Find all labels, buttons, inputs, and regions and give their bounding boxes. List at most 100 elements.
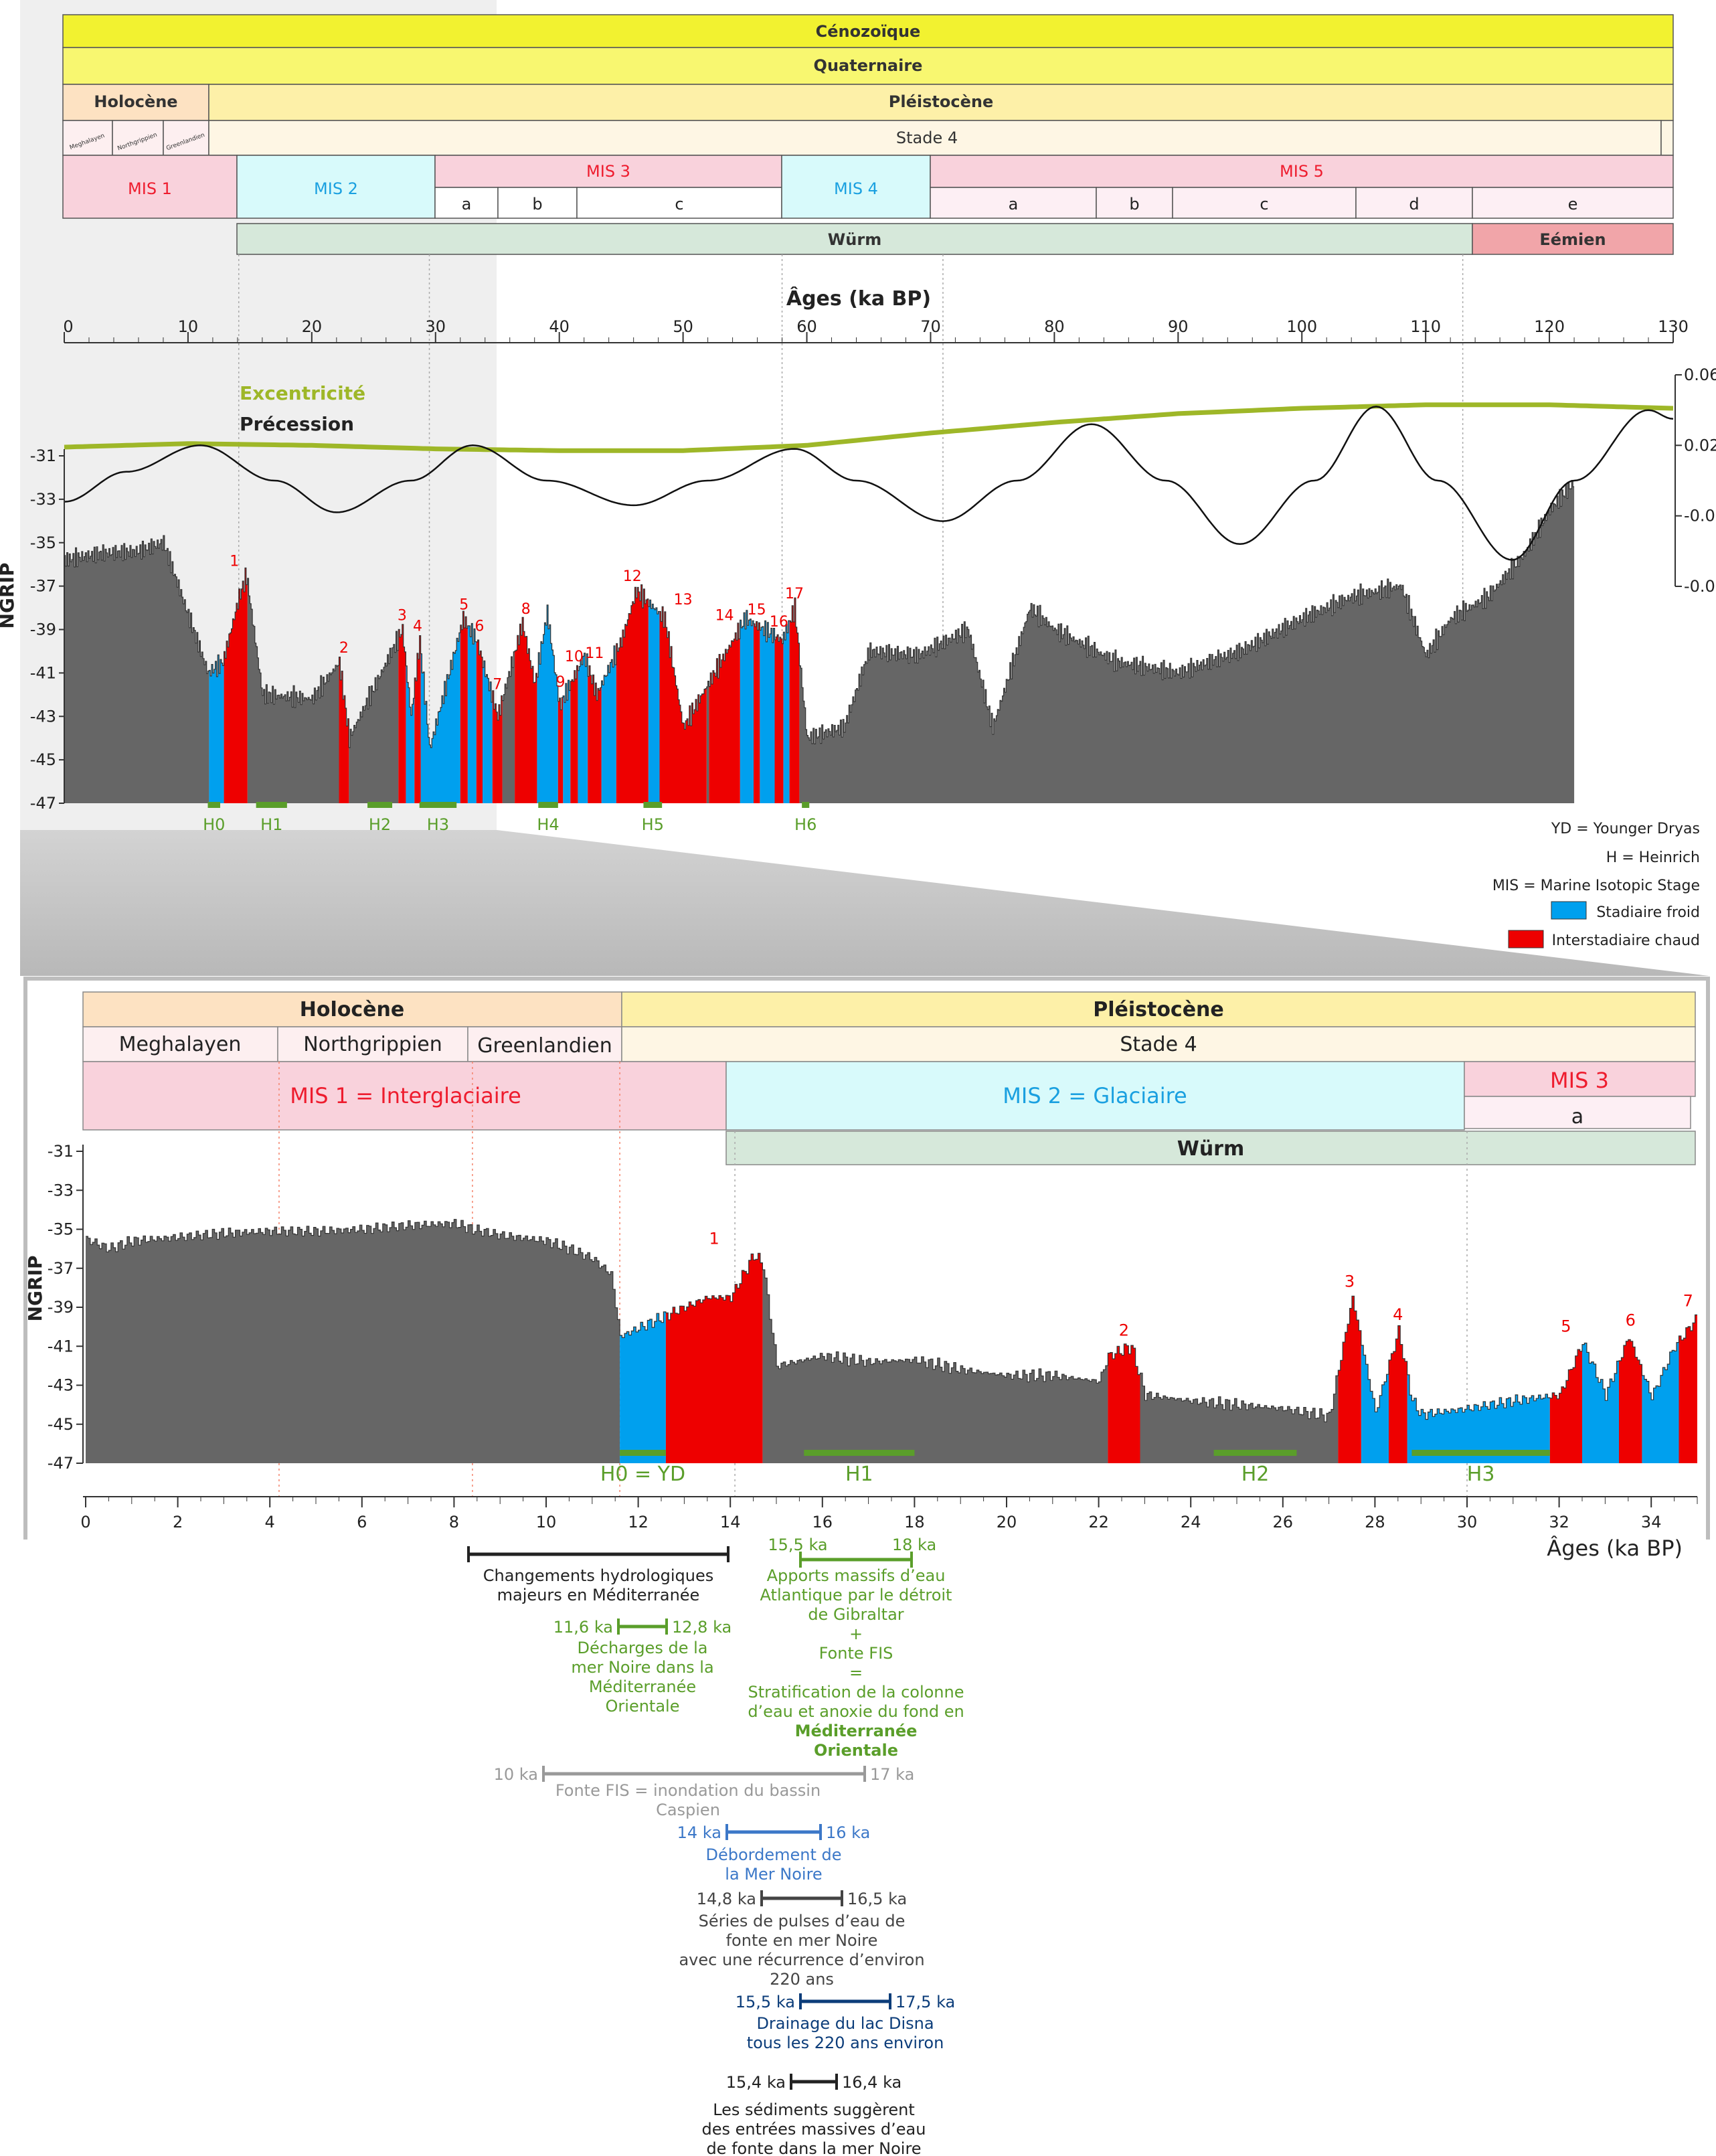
zoom-heinrich-bar [1213, 1450, 1297, 1456]
quaternary-band [62, 47, 1674, 85]
ngrip-axis-label-top: NGRIP [0, 563, 18, 629]
top-heinrich-label: H6 [794, 815, 817, 834]
top-heinrich-bar [538, 802, 558, 808]
top-interstadial-number: 2 [339, 640, 349, 657]
mis5e-cell [1472, 187, 1674, 219]
mis3-cell [434, 155, 782, 188]
zoom-interstadial-number: 5 [1561, 1317, 1571, 1335]
zoom-x-tick-label: 4 [265, 1513, 275, 1531]
excentricite-line [64, 402, 1674, 453]
zoom-greenlandien-cell [467, 1026, 622, 1062]
top-x-tick-label: 130 [1658, 317, 1689, 336]
zoom-ngrip-outline [86, 1219, 1697, 1422]
mis4-cell [781, 155, 931, 219]
zoom-greenlandien-label: Greenlandien [477, 1034, 612, 1058]
top-interstadial-number: 6 [475, 618, 484, 635]
top-interstadial-number: 3 [398, 608, 407, 625]
zoom-x-tick-label: 30 [1457, 1513, 1478, 1531]
annotation-range-end: 17 ka [870, 1765, 914, 1784]
holocene-band [62, 84, 209, 121]
top-interstadial-number: 4 [413, 618, 422, 635]
top-y-tick-label: -43 [30, 707, 56, 726]
zoom-x-tick-label: 2 [173, 1513, 183, 1531]
zoom-x-tick-label: 20 [997, 1513, 1017, 1531]
mis3-label: MIS 3 [586, 162, 630, 181]
top-y-tick-label: -31 [30, 446, 56, 465]
northgrippien-cell [112, 120, 164, 156]
zoom-wurm-label: Würm [1177, 1137, 1245, 1161]
legend-cold-swatch [1551, 901, 1587, 920]
legend-cold-label: Stadiaire froid [1596, 904, 1700, 921]
zoom-mis2-cell [725, 1061, 1465, 1131]
annotation-text-line: Décharges de la [578, 1639, 708, 1657]
annotation-bold-line: Orientale [814, 1741, 898, 1760]
zoom-mis3a-label: a [1571, 1105, 1583, 1129]
top-heinrich-bar [207, 802, 221, 808]
legend-warm-swatch [1508, 930, 1544, 948]
top-x-tick-label: 100 [1286, 317, 1317, 336]
annotation-text-line: la Mer Noire [725, 1865, 822, 1884]
top-x-tick-label: 60 [796, 317, 817, 336]
zoom-mis1-label: MIS 1 = Interglaciaire [290, 1083, 521, 1108]
zoom-mis3-label: MIS 3 [1550, 1068, 1609, 1093]
zoom-x-tick-label: 28 [1365, 1513, 1385, 1531]
zoom-interstadial-number: 4 [1393, 1305, 1403, 1324]
zoom-y-tick-label: -31 [48, 1142, 74, 1161]
top-y-tick-label: -41 [30, 663, 56, 682]
zoom-y-tick-label: -47 [48, 1454, 74, 1473]
top-y-tick-label: -39 [30, 620, 56, 639]
annotation-text-line: Caspien [656, 1801, 720, 1819]
top-x-tick-label: 110 [1410, 317, 1441, 336]
zoom-y-tick-label: -35 [48, 1220, 74, 1239]
mis5e-label: e [1568, 195, 1578, 214]
annotation-range-end: 16,5 ka [847, 1890, 907, 1908]
annotation-text-line: 220 ans [770, 1970, 834, 1989]
annotation-text-line: Orientale [606, 1697, 680, 1716]
zoom-mis1-cell [82, 1061, 727, 1131]
zoom-northgrippien-label: Northgrippien [303, 1033, 442, 1056]
top-interstadial-number: 10 [565, 649, 584, 665]
annotation-text-line: Débordement de [705, 1845, 841, 1864]
mis4-label: MIS 4 [834, 179, 878, 198]
zoom-heinrich-label: H0 = YD [600, 1463, 685, 1486]
zoom-stage4-label: Stade 4 [1120, 1033, 1197, 1056]
zoom-x-tick-label: 8 [449, 1513, 459, 1531]
mis3c-cell [576, 187, 782, 219]
top-x-tick-label: 10 [178, 317, 199, 336]
annotation-range-start: 15,5 ka [736, 1993, 795, 2011]
top-y-tick-label: -33 [30, 490, 56, 509]
legend-heinrich: H = Heinrich [1606, 849, 1700, 866]
top-interstadial-number: 11 [585, 645, 604, 662]
annotation-text-line: avec une récurrence d’environ [679, 1951, 924, 1969]
top-heinrich-label: H2 [369, 815, 391, 834]
annotation-range-start: 14 ka [677, 1823, 721, 1842]
legend: YD = Younger Dryas H = Heinrich MIS = Ma… [1492, 821, 1700, 949]
zoom-x-tick-label: 16 [812, 1513, 833, 1531]
orbital-tick-label: -0.02 [1684, 507, 1716, 525]
annotation-text-line: des entrées massives d’eau [702, 2120, 926, 2139]
mis5c-cell [1172, 187, 1357, 219]
ngrip-axis-label-zoom: NGRIP [24, 1256, 46, 1322]
zoom-heinrich-bar [1411, 1450, 1550, 1456]
top-y-tick-label: -37 [30, 577, 56, 596]
top-x-tick-label: 70 [920, 317, 941, 336]
annotation-range-end: 16,4 ka [842, 2073, 902, 2092]
zoom-pleistocene-label: Pléistocène [1093, 998, 1224, 1021]
annotation-range-end: 16 ka [826, 1823, 870, 1842]
top-x-tick-label: 120 [1534, 317, 1565, 336]
zoom-interstadial-number: 2 [1119, 1321, 1129, 1339]
annotation-text-line: de Gibraltar [808, 1605, 904, 1624]
top-interstadial-number: 12 [623, 568, 642, 585]
zoom-panel-frame [23, 977, 1710, 1540]
excentricite-label: Excentricité [240, 382, 365, 404]
zoom-x-tick-label: 26 [1273, 1513, 1294, 1531]
wurm-cell [236, 223, 1473, 255]
annotation-text-line: d’eau et anoxie du fond en [748, 1702, 964, 1721]
zoom-mis2-label: MIS 2 = Glaciaire [1003, 1083, 1187, 1108]
top-x-tick-label: 30 [425, 317, 446, 336]
top-interstadial-number: 16 [770, 614, 788, 631]
zoom-northgrippien-cell [277, 1026, 468, 1062]
annotation-text-line: + [849, 1625, 863, 1643]
top-age-axis-title: Âges (ka BP) [786, 286, 931, 311]
